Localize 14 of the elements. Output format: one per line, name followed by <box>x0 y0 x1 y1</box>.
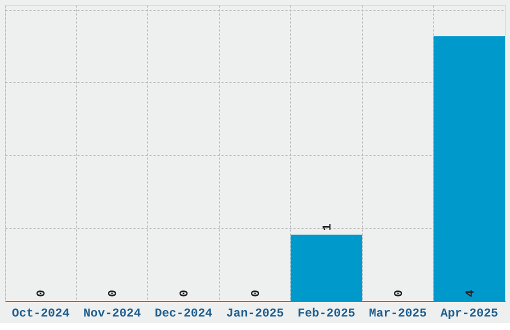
data-label: 0 <box>249 290 263 297</box>
x-tick-label: Apr-2025 <box>440 306 498 320</box>
data-label: 1 <box>320 224 334 231</box>
data-label: 0 <box>106 290 120 297</box>
data-label: 0 <box>34 290 49 297</box>
x-tick-label: Jan-2025 <box>226 306 284 320</box>
x-tick-label: Mar-2025 <box>369 306 427 320</box>
x-tick-label: Oct-2024 <box>12 306 70 320</box>
data-label: 0 <box>178 290 192 297</box>
x-tick-label: Dec-2024 <box>154 306 212 320</box>
x-tick-label: Nov-2024 <box>83 306 141 320</box>
data-label: 0 <box>392 290 406 297</box>
x-tick-label: Feb-2025 <box>298 306 356 320</box>
data-label: 4 <box>463 290 478 297</box>
